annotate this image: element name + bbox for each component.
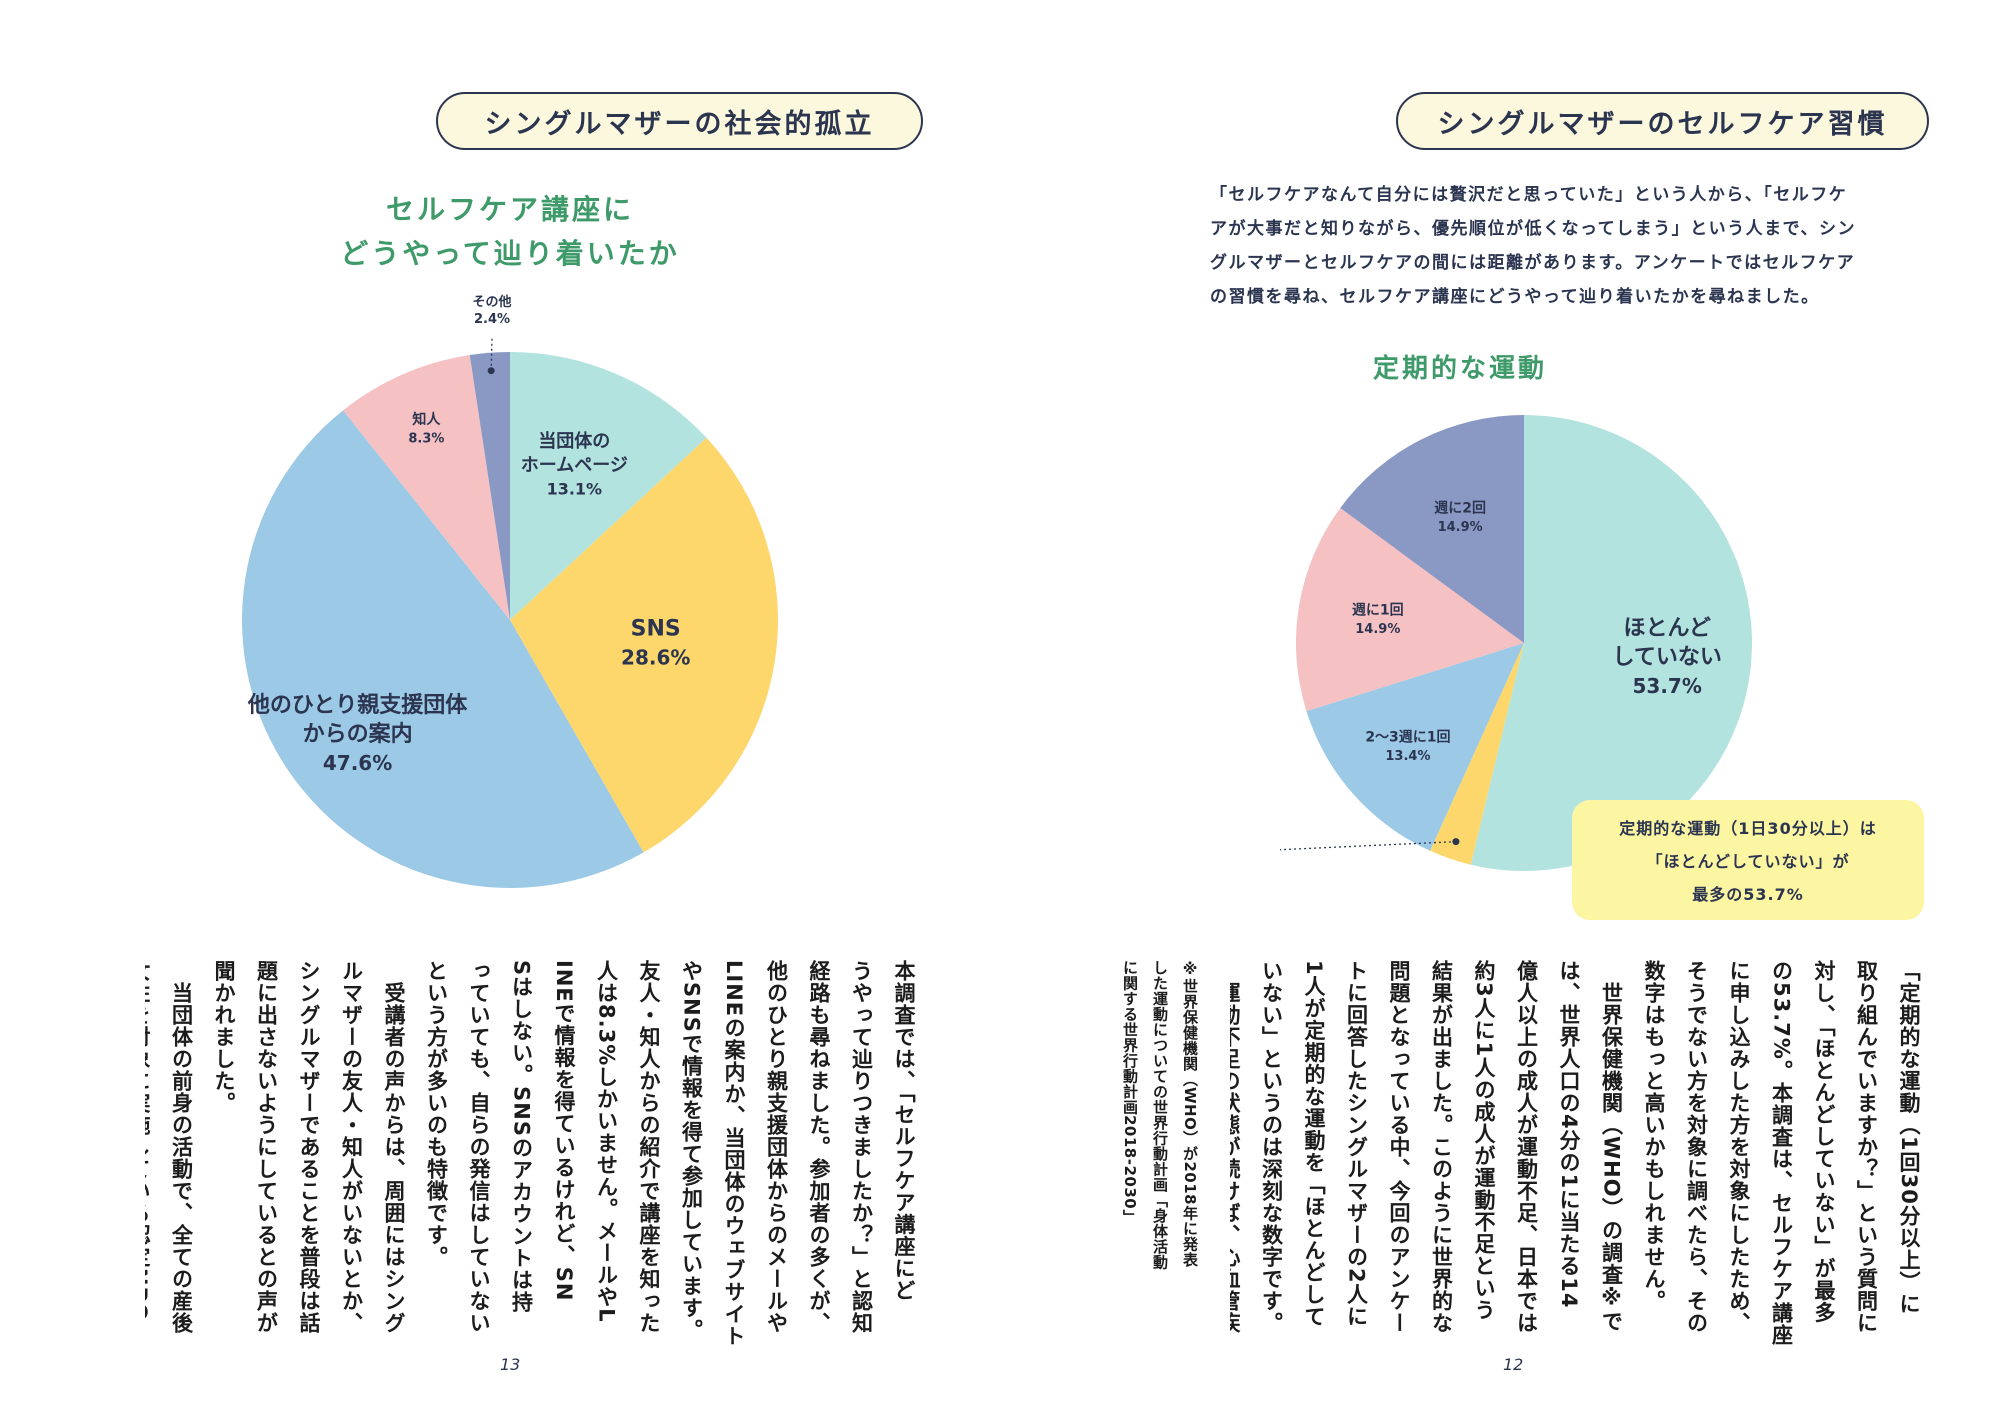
page-number: 12: [1503, 1355, 1524, 1374]
pie-chart-regular-exercise: ほとんどしていない53.7%月に1回3.0%2〜3週に1回13.4%週に1回14…: [1280, 415, 1752, 871]
chart-title: セルフケア講座に どうやって辿り着いたか: [290, 188, 730, 276]
pie-slice: [1430, 643, 1524, 865]
callout-line: 定期的な運動（1日30分以上）は: [1619, 819, 1877, 838]
body-line: 友人・知人からの紹介で講座を知った: [637, 960, 661, 1334]
slice-label: ホームページ: [521, 455, 628, 476]
body-line: 世界保健機関（WHO）の調査※で: [1599, 960, 1624, 1333]
body-line: 女性を対象に実施している認定NPO: [145, 960, 151, 1322]
body-line: 他のひとり親支援団体からのメールや: [764, 960, 789, 1334]
slice-percentage: 14.9%: [1438, 520, 1483, 535]
body-line: 1人が定期的な運動を「ほとんどして: [1302, 960, 1326, 1328]
leader-line: [1280, 841, 1456, 851]
body-line: 対し、「ほとんどしていない」が最多: [1812, 960, 1836, 1324]
pie-slice: [1340, 415, 1524, 643]
callout-line: 「ほとんどしていない」が: [1646, 852, 1850, 871]
callout-bubble: 定期的な運動（1日30分以上）は 「ほとんどしていない」が 最多の53.7%: [1572, 800, 1924, 920]
pie-slice: [469, 352, 510, 620]
slice-label: 週に1回: [1352, 602, 1404, 618]
page-13: シングルマザーの社会的孤立 セルフケア講座に どうやって辿り着いたか 当団体のホ…: [145, 92, 925, 1374]
slice-label: からの案内: [303, 721, 413, 747]
body-line: 結果が出ました。このように世界的な: [1429, 960, 1454, 1334]
body-line: 「定期的な運動（1回30分以上）に: [1897, 960, 1921, 1315]
body-line: うやって辿りつきましたか？」と認知: [849, 960, 874, 1334]
slice-label: 2〜3週に1回: [1365, 729, 1450, 745]
body-line: に申し込みした方を対象にしたため、: [1727, 960, 1751, 1334]
body-line: いない」というのは深刻な数字です。: [1259, 960, 1284, 1334]
body-line: 本調査では、「セルフケア講座にど: [892, 960, 916, 1302]
body-line: 人は8.3%しかいません。メールやL: [594, 960, 619, 1323]
body-line: 問題となっている中、今回のアンケー: [1387, 960, 1411, 1334]
body-line: 経路も尋ねました。参加者の多くが、: [807, 960, 831, 1334]
body-line: は、世界人口の4分の1に当たる14: [1557, 960, 1581, 1309]
slice-label: 他のひとり親支援団体: [247, 693, 468, 718]
pie-slice: [510, 437, 778, 853]
intro-line: グルマザーとセルフケアの間には距離があります。アンケートではセルフケア: [1210, 253, 1856, 273]
body-line: Sはしない。SNSのアカウントは持: [509, 960, 534, 1313]
leader-line: [490, 337, 493, 371]
body-line: LINEの案内か、当団体のウェブサイト: [722, 960, 746, 1348]
intro-line: の習慣を尋ね、セルフケア講座にどうやって辿り着いたかを尋ねました。: [1210, 287, 1820, 307]
slice-percentage: 13.1%: [547, 480, 603, 499]
body-line: 聞かれました。: [212, 960, 236, 1114]
pie-slice: [1306, 643, 1524, 851]
body-line: 題に出さないようにしているとの声が: [254, 960, 279, 1334]
pie-slice: [510, 352, 707, 620]
pie-slice: [343, 355, 510, 620]
body-line: INEで情報を得ているけれど、SN: [552, 960, 576, 1302]
slice-percentage: 53.7%: [1633, 674, 1702, 698]
page-12: シングルマザーのセルフケア習慣 「セルフケアなんて自分には贅沢だと思っていた」と…: [1000, 0, 2000, 1419]
body-line: という方が多いのも特徴です。: [424, 960, 449, 1268]
intro-paragraph: 「セルフケアなんて自分には贅沢だと思っていた」という人から、「セルフケ アが大事だ…: [1210, 178, 1950, 314]
slice-percentage: 47.6%: [323, 751, 392, 775]
intro-line: アが大事だと知りながら、優先順位が低くなってしまう」という人まで、シン: [1210, 219, 1856, 239]
slice-label: ほとんど: [1624, 616, 1711, 641]
slice-label: 当団体の: [538, 430, 610, 452]
slice-label: 知人: [412, 411, 441, 428]
footnote-line: に関する世界行動計画2018-2030」: [1121, 960, 1139, 1225]
body-line: 取り組んでいますか？」という質問に: [1854, 960, 1879, 1334]
body-line: やSNSで情報を得て参加しています。: [679, 960, 704, 1341]
chart-title-line-2: どうやって辿り着いたか: [340, 237, 680, 270]
slice-label: 週に2回: [1434, 501, 1486, 517]
section-header-selfcare-habits: シングルマザーのセルフケア習慣: [1396, 92, 1929, 150]
slice-percentage: 2.4%: [474, 312, 510, 327]
slice-label: SNS: [631, 616, 681, 641]
chart-title-exercise: 定期的な運動: [1372, 354, 1547, 384]
body-text-p12: 「定期的な運動（1回30分以上）に 取り組んでいますか？」という質問に 対し、「ほと…: [1230, 960, 1930, 1360]
slice-percentage: 8.3%: [408, 432, 444, 447]
page-number: 13: [500, 1355, 521, 1374]
slice-percentage: 13.4%: [1385, 749, 1430, 764]
body-line: 受講者の声からは、周囲にはシング: [382, 960, 406, 1334]
chart-title-line-1: セルフケア講座に: [385, 193, 634, 226]
body-line: トに回答したシングルマザーの2人に: [1344, 960, 1369, 1328]
body-line: そうでない方を対象に調べたら、その: [1684, 960, 1709, 1334]
body-text-p13: 本調査では、「セルフケア講座にど うやって辿りつきましたか？」と認知 経路も尋ねまし…: [145, 960, 925, 1360]
slice-percentage: 14.9%: [1355, 622, 1400, 637]
footnote-line: した運動についての世界行動計画「身体活動: [1151, 960, 1169, 1270]
body-line: 約3人に1人の成人が運動不足という: [1472, 960, 1496, 1322]
footnote-who: ※世界保健機関（WHO）が2018年に発表 した運動についての世界行動計画「身体活…: [1105, 960, 1205, 1290]
intro-line: 「セルフケアなんて自分には贅沢だと思っていた」という人から、「セルフケ: [1210, 185, 1848, 205]
footnote-line: ※世界保健機関（WHO）が2018年に発表: [1181, 960, 1199, 1268]
body-line: 運動不足の状態が続けば、心血管疾: [1230, 982, 1241, 1334]
callout-line: 最多の53.7%: [1692, 885, 1804, 904]
slice-percentage: 28.6%: [621, 645, 690, 669]
pie-slice: [1470, 415, 1752, 871]
body-line: 数字はもっと高いかもしれません。: [1642, 960, 1666, 1312]
body-line: 当団体の前身の活動で、全ての産後: [169, 960, 194, 1334]
body-line: の53.7%。本調査は、セルフケア講座: [1769, 960, 1794, 1346]
slice-label: していない: [1613, 645, 1722, 670]
pie-slice: [1296, 508, 1524, 712]
body-line: ルマザーの友人・知人がいないとか、: [339, 960, 364, 1334]
slice-label: その他: [472, 294, 511, 310]
section-header-social-isolation: シングルマザーの社会的孤立: [436, 92, 923, 150]
body-line: シングルマザーであることを普段は話: [297, 960, 321, 1334]
body-line: っていても、自らの発信はしていない: [467, 960, 491, 1334]
pie-slice: [242, 410, 644, 888]
body-line: 億人以上の成人が運動不足、日本では: [1514, 960, 1539, 1334]
